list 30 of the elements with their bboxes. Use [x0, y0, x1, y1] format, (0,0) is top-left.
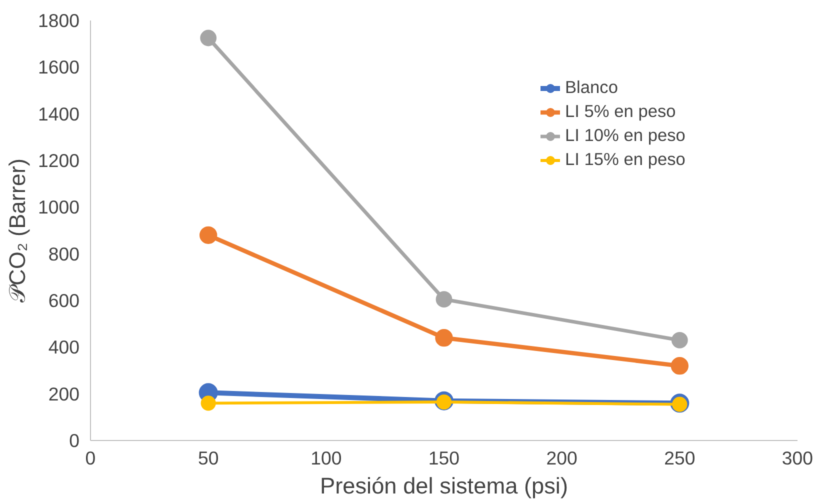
y-tick-label: 800: [48, 243, 80, 264]
x-axis-title: Presión del sistema (psi): [320, 472, 568, 498]
y-tick-label: 1400: [38, 103, 80, 124]
x-tick-label: 50: [198, 448, 219, 468]
x-tick-label: 200: [546, 448, 578, 468]
point: [671, 332, 688, 348]
y-tick-label: 200: [48, 383, 80, 404]
point: [670, 357, 689, 375]
point: [199, 226, 218, 244]
legend-label: LI 10% en peso: [565, 125, 686, 146]
y-tick-label: 1600: [38, 56, 80, 78]
legend-label: Blanco: [565, 77, 618, 98]
point: [200, 396, 216, 411]
x-tick-label: 0: [85, 448, 96, 468]
y-tick-label: 0: [69, 430, 80, 451]
point: [200, 30, 217, 46]
y-tick-label: 1800: [38, 10, 80, 31]
legend-label: LI 5% en peso: [565, 101, 676, 122]
y-tick-label: 1000: [38, 196, 80, 218]
y-axis-title: 𝒫CO₂ (Barrer): [4, 158, 30, 303]
legend-label: LI 15% en peso: [565, 149, 686, 170]
y-tick-label: 1200: [38, 150, 80, 171]
point: [435, 329, 453, 347]
x-tick-label: 150: [428, 448, 460, 468]
y-tick-label: 400: [48, 336, 80, 358]
point: [436, 291, 452, 308]
y-tick-label: 600: [48, 290, 80, 311]
x-tick-label: 250: [664, 448, 696, 468]
x-tick-label: 300: [782, 448, 814, 468]
x-tick-label: 100: [310, 448, 342, 468]
